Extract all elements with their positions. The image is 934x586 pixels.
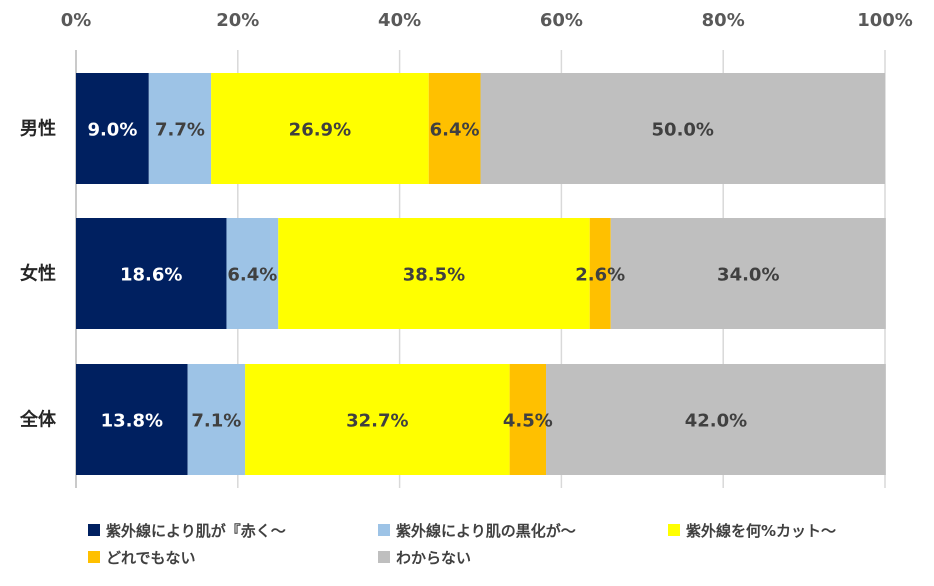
x-tick-label: 0% [61,10,92,31]
legend-item: どれでもない [88,546,378,568]
data-label: 7.7% [155,120,205,141]
bar-segment [546,364,886,475]
legend-label: 紫外線を何%カット～ [686,521,837,540]
bar-segment [480,73,885,184]
bar-segment [211,73,429,184]
legend-swatch [378,524,390,536]
data-label: 4.5% [503,411,553,432]
bar-segment [428,73,481,184]
bar-segment [148,73,212,184]
legend-label: 紫外線により肌が『赤く～ [106,521,286,540]
legend-swatch [668,524,680,536]
bar-segment [610,218,886,329]
x-tick-label: 40% [378,10,421,31]
legend-label: 紫外線により肌の黒化が～ [396,521,576,540]
data-label: 18.6% [120,265,182,286]
data-label: 6.4% [430,120,480,141]
legend: 紫外線により肌が『赤く～ 紫外線により肌の黒化が～ 紫外線を何%カット～ どれでもない… [88,519,908,568]
legend-item: わからない [378,546,668,568]
category-label: 女性 [20,263,56,285]
data-label: 38.5% [403,265,465,286]
bar-segment [278,218,590,329]
bar-segment [226,218,279,329]
data-label: 50.0% [652,120,714,141]
legend-item: 紫外線により肌が『赤く～ [88,519,378,541]
data-label: 7.1% [191,411,241,432]
data-label: 2.6% [575,265,625,286]
data-label: 42.0% [685,411,747,432]
bar-segment [589,218,611,329]
data-label: 34.0% [717,265,779,286]
legend-swatch [88,551,100,563]
x-axis-ticks: 0% 20% 40% 60% 80% 100% [61,10,913,31]
category-label: 男性 [20,118,56,140]
bar-segment [509,364,547,475]
legend-label: どれでもない [106,548,196,567]
category-label: 全体 [19,409,57,431]
data-label: 9.0% [87,120,137,141]
x-tick-label: 80% [702,10,745,31]
x-tick-label: 100% [857,10,913,31]
bar-segment [76,364,188,475]
legend-swatch [378,551,390,563]
data-label: 13.8% [101,411,163,432]
legend-item: 紫外線により肌の黒化が～ [378,519,668,541]
bars: 9.0% 7.7% 26.9% 6.4% 50.0% 18.6% 6.4% 38.5% 2.6%… [76,73,886,475]
legend-swatch [88,524,100,536]
legend-item: 紫外線を何%カット～ [668,519,908,541]
x-tick-label: 20% [216,10,259,31]
bar-segment [245,364,510,475]
bar-segment [76,73,149,184]
data-label: 32.7% [346,411,408,432]
bar-segment [187,364,246,475]
data-label: 26.9% [289,120,351,141]
bar-segment [76,218,227,329]
data-label: 6.4% [227,265,277,286]
x-tick-label: 60% [540,10,583,31]
legend-label: わからない [396,548,472,567]
